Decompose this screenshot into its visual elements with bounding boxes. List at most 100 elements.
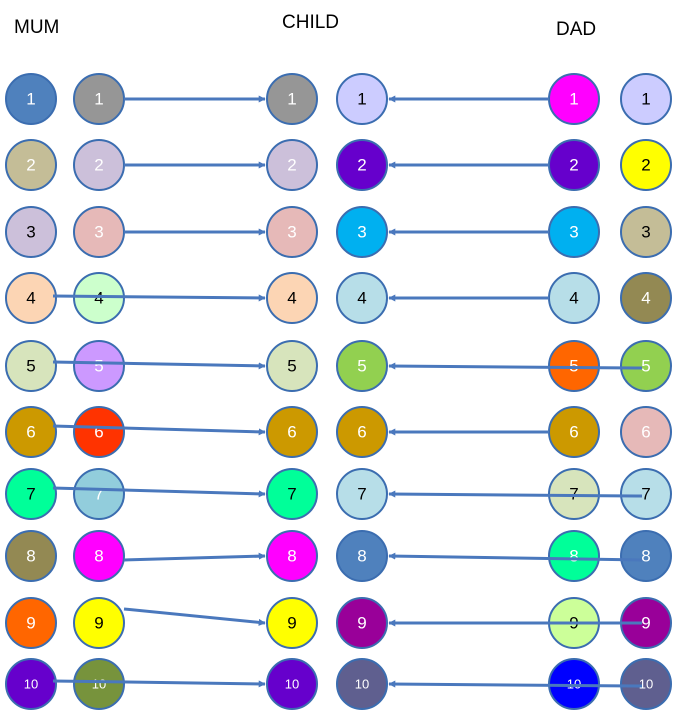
circle-label: 7 <box>287 485 296 504</box>
circle-child-mum-5: 5 <box>266 340 318 392</box>
circle-label: 6 <box>569 423 578 442</box>
circle-shape <box>5 206 57 258</box>
circle-shape <box>266 530 318 582</box>
circle-mum-b-8: 8 <box>73 530 125 582</box>
circle-mum-a-4: 4 <box>5 272 57 324</box>
circle-label: 1 <box>569 90 578 109</box>
arrow-dad-b-to-child-dad-7 <box>388 490 643 498</box>
circle-label: 3 <box>569 223 578 242</box>
circle-shape <box>620 272 672 324</box>
circle-shape <box>620 73 672 125</box>
circle-dad-a-3: 3 <box>548 206 600 258</box>
circle-shape <box>266 658 318 710</box>
circle-label: 8 <box>94 547 103 566</box>
circle-child-mum-6: 6 <box>266 406 318 458</box>
circle-child-dad-9: 9 <box>336 597 388 649</box>
circle-label: 9 <box>641 614 650 633</box>
circle-label: 5 <box>357 357 366 376</box>
circle-child-mum-3: 3 <box>266 206 318 258</box>
circle-shape <box>5 73 57 125</box>
arrow-mum-a-to-child-mum-4 <box>52 294 266 302</box>
circle-shape <box>336 468 388 520</box>
circle-label: 7 <box>94 485 103 504</box>
circle-dad-b-10: 10 <box>620 658 672 710</box>
circle-label: 9 <box>26 614 35 633</box>
circle-shape <box>620 530 672 582</box>
circle-child-mum-7: 7 <box>266 468 318 520</box>
circle-label: 3 <box>357 223 366 242</box>
circle-dad-b-5: 5 <box>620 340 672 392</box>
circle-label: 1 <box>26 90 35 109</box>
circle-label: 4 <box>357 289 366 308</box>
circle-shape <box>5 272 57 324</box>
arrow-mum-a-to-child-mum-7 <box>52 486 266 498</box>
circle-label: 1 <box>287 90 296 109</box>
circle-shape <box>73 530 125 582</box>
arrow-mum-a-to-child-mum-5 <box>52 360 266 370</box>
circle-shape <box>620 139 672 191</box>
circle-label: 9 <box>357 614 366 633</box>
circle-shape <box>5 658 57 710</box>
circle-mum-a-1: 1 <box>5 73 57 125</box>
circle-shape <box>266 272 318 324</box>
circle-label: 9 <box>287 614 296 633</box>
circle-label: 10 <box>285 677 299 692</box>
circle-label: 5 <box>641 357 650 376</box>
circle-shape <box>620 206 672 258</box>
circle-dad-a-1: 1 <box>548 73 600 125</box>
circle-label: 2 <box>569 156 578 175</box>
circle-label: 4 <box>287 289 296 308</box>
circle-child-mum-4: 4 <box>266 272 318 324</box>
circle-mum-a-3: 3 <box>5 206 57 258</box>
circle-label: 3 <box>641 223 650 242</box>
circle-child-mum-9: 9 <box>266 597 318 649</box>
circle-label: 6 <box>357 423 366 442</box>
circle-dad-b-1: 1 <box>620 73 672 125</box>
circle-label: 10 <box>355 677 369 692</box>
circle-dad-b-7: 7 <box>620 468 672 520</box>
circle-label: 7 <box>357 485 366 504</box>
circle-label: 2 <box>287 156 296 175</box>
circle-dad-a-8: 8 <box>548 530 600 582</box>
arrow-mum-a-to-child-mum-10 <box>52 679 266 688</box>
circle-label: 9 <box>94 614 103 633</box>
dad-header: DAD <box>556 19 597 40</box>
arrow-mum-b-to-child-mum-9 <box>123 607 266 626</box>
circle-child-mum-10: 10 <box>266 658 318 710</box>
circle-label: 1 <box>94 90 103 109</box>
circle-mum-b-5: 5 <box>73 340 125 392</box>
circle-dad-b-3: 3 <box>620 206 672 258</box>
circle-label: 6 <box>94 423 103 442</box>
arrow-mum-a-to-child-mum-6 <box>52 424 266 436</box>
circle-label: 6 <box>287 423 296 442</box>
arrow-mum-b-to-child-mum-8 <box>123 552 266 562</box>
mum-header: MUM <box>14 17 60 38</box>
arrow-dad-b-to-child-dad-5 <box>388 362 643 370</box>
circle-shape <box>73 597 125 649</box>
circle-shape <box>266 406 318 458</box>
circle-child-dad-2: 2 <box>336 139 388 191</box>
circle-shape <box>73 406 125 458</box>
circle-child-dad-1: 1 <box>336 73 388 125</box>
circle-dad-a-6: 6 <box>548 406 600 458</box>
circle-mum-a-9: 9 <box>5 597 57 649</box>
circle-shape <box>5 468 57 520</box>
circle-label: 3 <box>26 223 35 242</box>
circle-dad-a-2: 2 <box>548 139 600 191</box>
circle-shape <box>336 340 388 392</box>
circle-label: 8 <box>569 547 578 566</box>
circle-mum-a-2: 2 <box>5 139 57 191</box>
circle-mum-a-7: 7 <box>5 468 57 520</box>
circle-child-mum-8: 8 <box>266 530 318 582</box>
circle-shape <box>266 468 318 520</box>
circle-shape <box>620 468 672 520</box>
circle-mum-b-2: 2 <box>73 139 125 191</box>
circle-shape <box>73 658 125 710</box>
circle-shape <box>336 658 388 710</box>
circle-label: 8 <box>357 547 366 566</box>
circle-child-dad-4: 4 <box>336 272 388 324</box>
circle-shape <box>336 597 388 649</box>
circle-shape <box>5 340 57 392</box>
circle-dad-b-8: 8 <box>620 530 672 582</box>
